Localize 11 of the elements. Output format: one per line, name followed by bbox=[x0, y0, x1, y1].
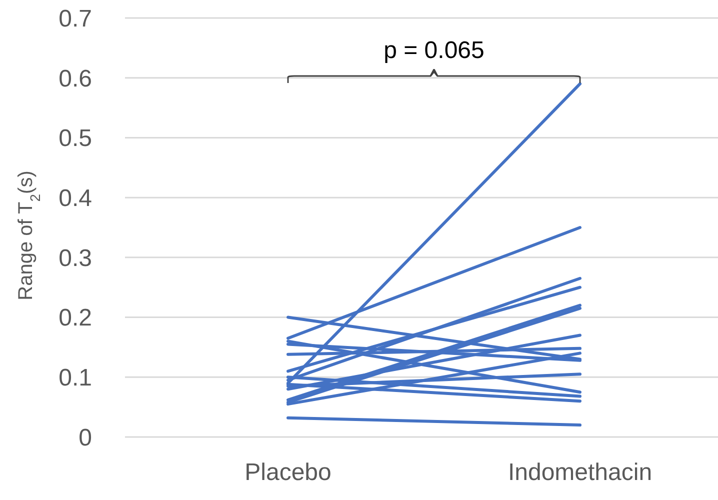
y-tick-label: 0.7 bbox=[58, 5, 92, 32]
y-tick-label: 0.2 bbox=[58, 304, 92, 332]
annotation: p = 0.065 bbox=[384, 37, 484, 64]
x-tick-label: Placebo bbox=[244, 459, 332, 486]
y-tick-label: 0.1 bbox=[58, 364, 92, 392]
y-tick-label: 0.3 bbox=[58, 244, 92, 272]
y-tick-label: 0 bbox=[78, 424, 92, 452]
x-tick-label: Indomethacin bbox=[508, 459, 652, 486]
y-tick-label: 0.4 bbox=[58, 184, 92, 212]
y-tick-label: 0.6 bbox=[58, 65, 92, 92]
y-tick-label: 0.5 bbox=[58, 125, 92, 152]
